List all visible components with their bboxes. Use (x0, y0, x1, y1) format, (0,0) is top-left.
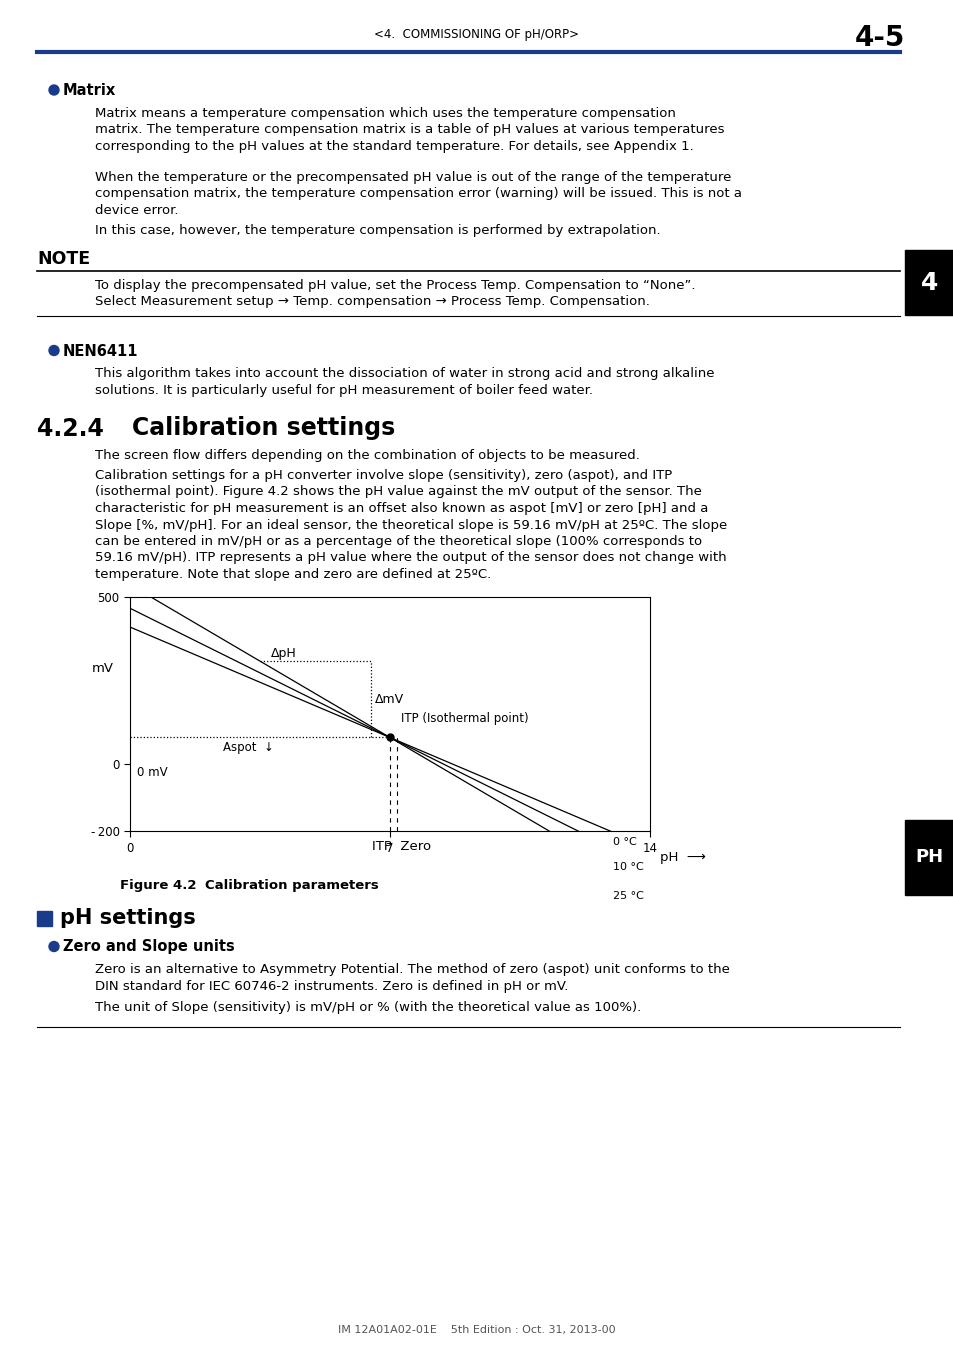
Text: Figure 4.2: Figure 4.2 (120, 879, 196, 892)
Text: NOTE: NOTE (37, 251, 90, 269)
Text: Calibration parameters: Calibration parameters (205, 879, 378, 892)
Text: temperature. Note that slope and zero are defined at 25ºC.: temperature. Note that slope and zero ar… (95, 568, 491, 580)
Text: 4: 4 (920, 270, 937, 294)
Text: NEN6411: NEN6411 (63, 343, 138, 359)
Text: IM 12A01A02-01E    5th Edition : Oct. 31, 2013-00: IM 12A01A02-01E 5th Edition : Oct. 31, 2… (337, 1324, 616, 1335)
Text: 10 °C: 10 °C (612, 861, 643, 872)
Bar (904, 250, 953, 315)
Text: can be entered in mV/pH or as a percentage of the theoretical slope (100% corres: can be entered in mV/pH or as a percenta… (95, 535, 701, 548)
Text: 0 mV: 0 mV (137, 767, 168, 779)
Text: pH  ⟶: pH ⟶ (659, 852, 705, 864)
Text: 4.2.4: 4.2.4 (37, 417, 104, 440)
Text: ΔmV: ΔmV (375, 693, 404, 706)
Text: matrix. The temperature compensation matrix is a table of pH values at various t: matrix. The temperature compensation mat… (95, 123, 723, 136)
Text: pH settings: pH settings (60, 909, 195, 929)
Text: In this case, however, the temperature compensation is performed by extrapolatio: In this case, however, the temperature c… (95, 224, 659, 238)
Text: compensation matrix, the temperature compensation error (warning) will be issued: compensation matrix, the temperature com… (95, 188, 741, 200)
Text: When the temperature or the precompensated pH value is out of the range of the t: When the temperature or the precompensat… (95, 170, 731, 184)
Text: Zero and Slope units: Zero and Slope units (63, 940, 234, 954)
Text: Zero is an alternative to Asymmetry Potential. The method of zero (aspot) unit c: Zero is an alternative to Asymmetry Pote… (95, 964, 729, 976)
Text: 0 °C: 0 °C (612, 837, 636, 846)
Circle shape (49, 941, 59, 952)
Text: This algorithm takes into account the dissociation of water in strong acid and s: This algorithm takes into account the di… (95, 367, 714, 381)
Text: <4.  COMMISSIONING OF pH/ORP>: <4. COMMISSIONING OF pH/ORP> (375, 28, 578, 40)
Bar (37, 910, 52, 926)
Text: Slope [%, mV/pH]. For an ideal sensor, the theoretical slope is 59.16 mV/pH at 2: Slope [%, mV/pH]. For an ideal sensor, t… (95, 518, 726, 532)
Bar (904, 819, 953, 895)
Text: solutions. It is particularly useful for pH measurement of boiler feed water.: solutions. It is particularly useful for… (95, 383, 593, 397)
Text: The screen flow differs depending on the combination of objects to be measured.: The screen flow differs depending on the… (95, 448, 639, 462)
Text: Aspot  ↓: Aspot ↓ (223, 741, 274, 753)
Text: Matrix: Matrix (63, 82, 116, 99)
Text: ITP (Isothermal point): ITP (Isothermal point) (400, 713, 528, 725)
Text: Calibration settings: Calibration settings (132, 417, 395, 440)
Text: Calibration settings for a pH converter involve slope (sensitivity), zero (aspot: Calibration settings for a pH converter … (95, 468, 672, 482)
Text: To display the precompensated pH value, set the Process Temp. Compensation to “N: To display the precompensated pH value, … (95, 278, 695, 292)
Text: The unit of Slope (sensitivity) is mV/pH or % (with the theoretical value as 100: The unit of Slope (sensitivity) is mV/pH… (95, 1000, 640, 1014)
Text: (isothermal point). Figure 4.2 shows the pH value against the mV output of the s: (isothermal point). Figure 4.2 shows the… (95, 486, 701, 498)
Text: device error.: device error. (95, 204, 178, 216)
Text: corresponding to the pH values at the standard temperature. For details, see App: corresponding to the pH values at the st… (95, 140, 693, 153)
Text: 25 °C: 25 °C (612, 891, 643, 900)
Text: mV: mV (91, 663, 113, 675)
Circle shape (49, 346, 59, 355)
Text: ΔpH: ΔpH (271, 647, 296, 660)
Text: DIN standard for IEC 60746-2 instruments. Zero is defined in pH or mV.: DIN standard for IEC 60746-2 instruments… (95, 980, 568, 994)
Text: 59.16 mV/pH). ITP represents a pH value where the output of the sensor does not : 59.16 mV/pH). ITP represents a pH value … (95, 552, 726, 564)
Circle shape (49, 85, 59, 94)
Text: characteristic for pH measurement is an offset also known as aspot [mV] or zero : characteristic for pH measurement is an … (95, 502, 708, 514)
Text: PH: PH (915, 849, 943, 867)
Text: Matrix means a temperature compensation which uses the temperature compensation: Matrix means a temperature compensation … (95, 107, 675, 120)
Text: 4-5: 4-5 (854, 24, 904, 53)
Text: Select Measurement setup → Temp. compensation → Process Temp. Compensation.: Select Measurement setup → Temp. compens… (95, 296, 649, 308)
Text: ITP  Zero: ITP Zero (372, 840, 431, 852)
